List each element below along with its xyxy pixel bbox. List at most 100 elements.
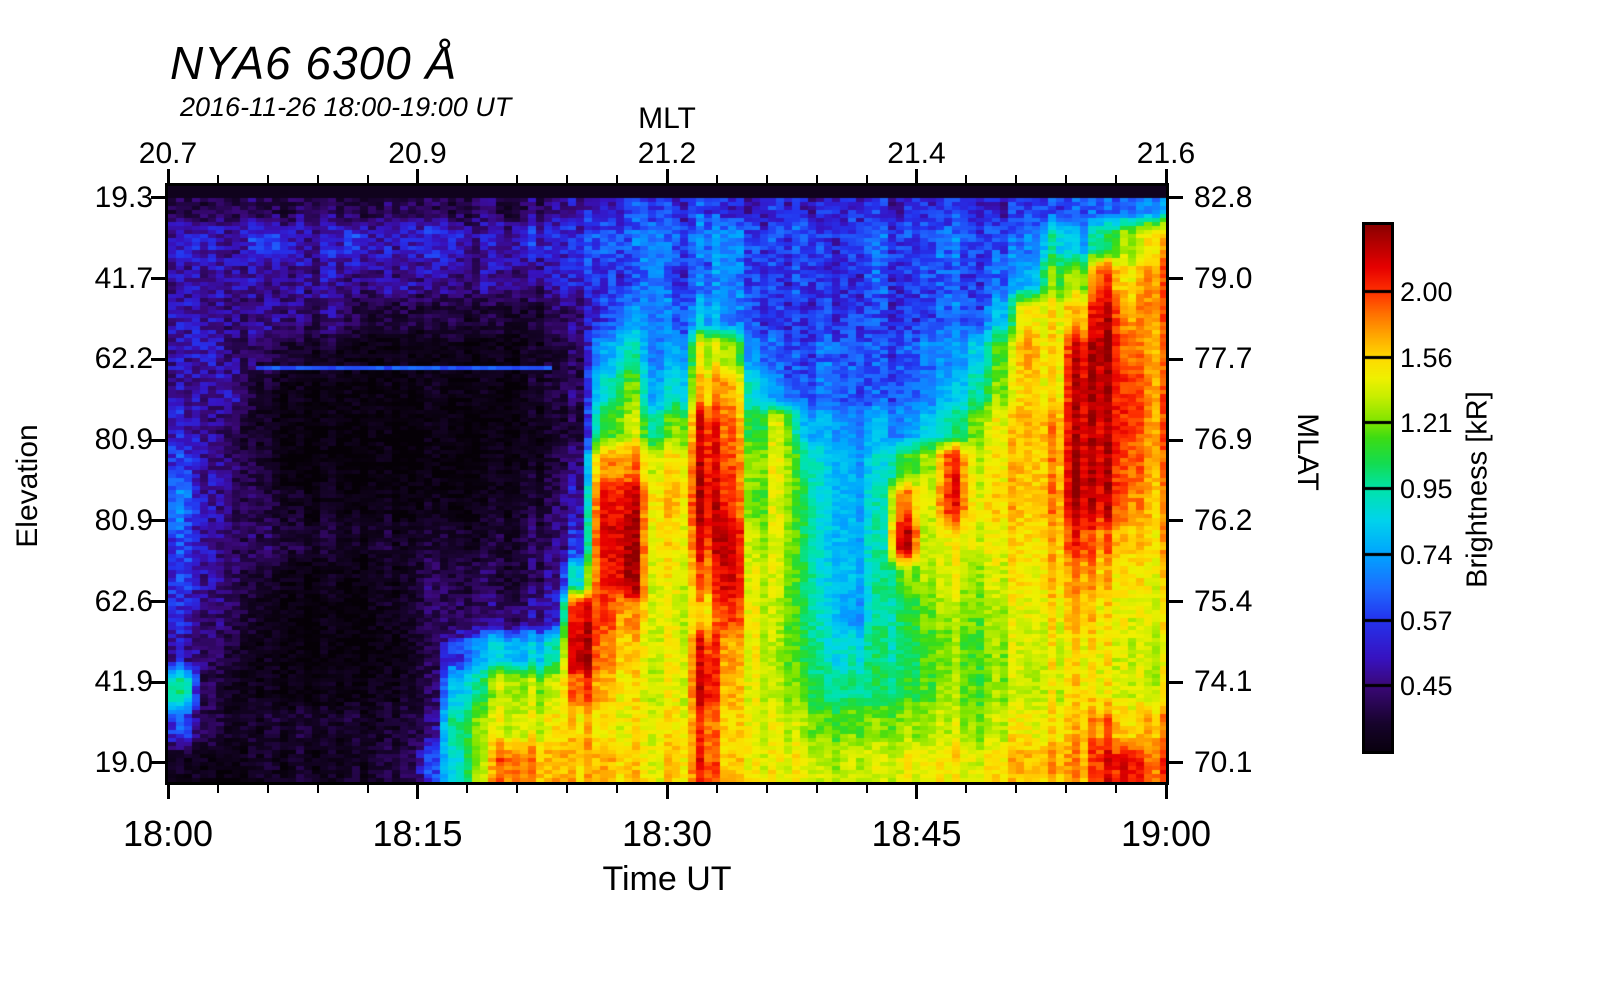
right-tick-label: 82.8 [1194, 180, 1253, 214]
bottom-minor-tick [1065, 785, 1067, 793]
left-tick-label: 62.6 [94, 584, 153, 618]
bottom-tick-label: 18:00 [122, 813, 214, 854]
left-major-tick [151, 761, 165, 764]
left-tick-label: 41.9 [94, 665, 153, 699]
top-minor-tick [866, 175, 868, 183]
top-minor-tick [367, 175, 369, 183]
top-minor-tick [816, 175, 818, 183]
top-minor-tick [317, 175, 319, 183]
left-tick-label: 41.7 [94, 261, 153, 295]
right-major-tick [1169, 600, 1183, 603]
top-tick-label: 20.9 [388, 137, 447, 170]
right-tick-label: 76.2 [1194, 503, 1253, 537]
top-tick-label: 21.6 [1136, 137, 1196, 170]
left-major-tick [151, 600, 165, 603]
top-axis-title: MLT [638, 102, 696, 135]
left-tick-label: 62.2 [94, 342, 153, 376]
right-tick-label: 79.0 [1194, 261, 1253, 295]
colorbar-tick-label: 0.57 [1400, 605, 1453, 636]
bottom-minor-tick [716, 785, 718, 793]
left-major-tick [151, 358, 165, 361]
left-major-tick [151, 519, 165, 522]
top-minor-tick [1115, 175, 1117, 183]
right-axis-title: MLAT [1291, 413, 1324, 491]
bottom-minor-tick [816, 785, 818, 793]
bottom-minor-tick [866, 785, 868, 793]
top-tick-label: 21.2 [637, 137, 697, 170]
top-minor-tick [766, 175, 768, 183]
right-tick-label: 74.1 [1194, 665, 1253, 699]
bottom-major-tick [915, 785, 918, 799]
bottom-minor-tick [367, 785, 369, 793]
right-tick-label: 76.9 [1194, 423, 1253, 457]
left-tick-label: 80.9 [94, 423, 153, 457]
bottom-minor-tick [267, 785, 269, 793]
colorbar-tick-label: 2.00 [1400, 276, 1453, 307]
top-major-tick [666, 169, 669, 183]
bottom-major-tick [167, 785, 170, 799]
bottom-tick-label: 18:30 [621, 813, 713, 854]
top-tick-label: 21.4 [887, 137, 946, 170]
left-axis-title: Elevation [11, 424, 44, 548]
bottom-tick-label: 18:45 [871, 813, 962, 854]
bottom-minor-tick [766, 785, 768, 793]
right-major-tick [1169, 519, 1183, 522]
colorbar-tick-label: 0.95 [1400, 474, 1453, 504]
right-tick-label: 77.7 [1194, 342, 1253, 376]
page-title: NYA6 6300 Å [170, 37, 458, 89]
right-major-tick [1169, 761, 1183, 764]
bottom-axis-title: Time UT [602, 860, 732, 898]
left-major-tick [151, 277, 165, 280]
bottom-major-tick [666, 785, 669, 799]
right-tick-label: 75.4 [1194, 584, 1253, 618]
right-major-tick [1169, 277, 1183, 280]
right-tick-label: 70.1 [1194, 745, 1253, 779]
right-major-tick [1169, 196, 1183, 199]
colorbar-tick-label: 1.21 [1400, 408, 1453, 439]
top-major-tick [416, 169, 419, 183]
bottom-minor-tick [217, 785, 219, 793]
plot-subtitle: 2016-11-26 18:00-19:00 UT [180, 92, 512, 122]
top-minor-tick [466, 175, 468, 183]
colorbar-frame [1362, 222, 1394, 754]
colorbar-tick-label: 1.56 [1400, 342, 1453, 373]
top-minor-tick [1015, 175, 1017, 183]
left-tick-label: 80.9 [94, 503, 153, 537]
right-major-tick [1169, 358, 1183, 361]
bottom-major-tick [416, 785, 419, 799]
left-major-tick [151, 681, 165, 684]
top-minor-tick [965, 175, 967, 183]
plot-area-frame [165, 183, 1169, 785]
colorbar-canvas [1365, 225, 1391, 751]
bottom-minor-tick [1115, 785, 1117, 793]
top-major-tick [167, 169, 170, 183]
top-minor-tick [516, 175, 518, 183]
colorbar-tick-label: 0.74 [1400, 539, 1453, 570]
left-major-tick [151, 196, 165, 199]
top-major-tick [915, 169, 918, 183]
bottom-minor-tick [1015, 785, 1017, 793]
right-major-tick [1169, 681, 1183, 684]
right-major-tick [1169, 439, 1183, 442]
bottom-minor-tick [965, 785, 967, 793]
top-minor-tick [267, 175, 269, 183]
left-major-tick [151, 439, 165, 442]
bottom-minor-tick [466, 785, 468, 793]
left-tick-label: 19.0 [94, 745, 153, 779]
bottom-minor-tick [516, 785, 518, 793]
colorbar-tick-label: 0.45 [1400, 671, 1453, 702]
top-minor-tick [1065, 175, 1067, 183]
bottom-minor-tick [566, 785, 568, 793]
top-minor-tick [716, 175, 718, 183]
bottom-minor-tick [616, 785, 618, 793]
bottom-tick-label: 19:00 [1120, 813, 1212, 854]
top-minor-tick [616, 175, 618, 183]
top-minor-tick [217, 175, 219, 183]
top-minor-tick [566, 175, 568, 183]
top-major-tick [1165, 169, 1168, 183]
bottom-minor-tick [317, 785, 319, 793]
bottom-major-tick [1165, 785, 1168, 799]
left-tick-label: 19.3 [94, 180, 153, 214]
heatmap-canvas [168, 186, 1166, 782]
